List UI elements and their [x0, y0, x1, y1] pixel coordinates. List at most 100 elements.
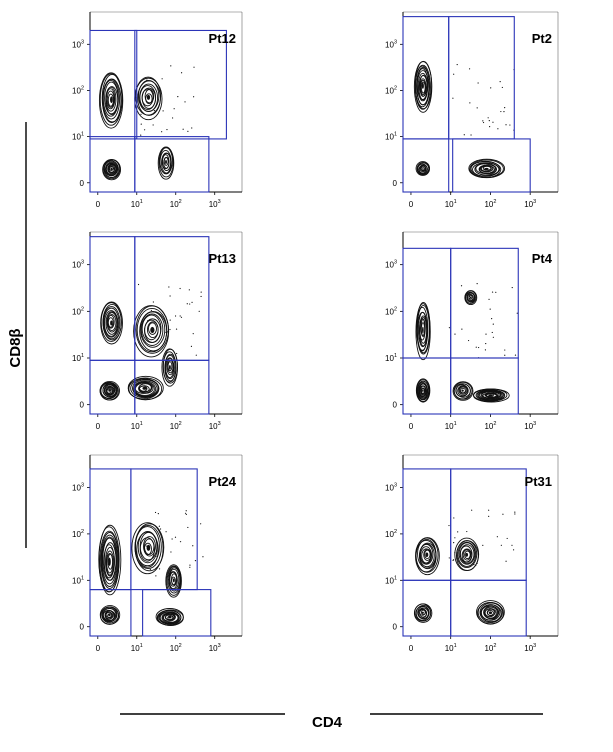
event-dot — [512, 549, 515, 551]
event-dot — [452, 97, 454, 99]
contour-core — [425, 552, 429, 558]
contour-ring — [100, 301, 123, 345]
event-dot — [191, 127, 193, 129]
event-dot — [454, 333, 456, 335]
event-dot — [171, 117, 174, 119]
event-dot — [150, 309, 153, 312]
panel-label: Pt4 — [532, 251, 553, 266]
event-dot — [169, 319, 171, 321]
contour-core — [168, 365, 171, 370]
contour-ring — [421, 387, 425, 394]
event-dot — [502, 513, 504, 515]
event-dot — [475, 346, 477, 348]
event-dot — [168, 286, 170, 288]
event-dot — [467, 339, 470, 342]
event-dot — [505, 124, 507, 126]
event-dot — [179, 315, 181, 317]
event-dot — [169, 328, 171, 331]
contour-ring — [136, 531, 159, 568]
event-dot — [165, 331, 167, 333]
event-dot — [186, 303, 188, 305]
event-dot — [477, 82, 479, 84]
event-dot — [505, 560, 507, 562]
contour-core — [172, 578, 175, 583]
event-dot — [146, 79, 148, 81]
event-dot — [140, 113, 142, 115]
y-tick-label: 101 — [72, 353, 84, 363]
contour-ring — [101, 536, 118, 585]
event-dot — [468, 295, 471, 298]
contour-core — [484, 167, 489, 171]
x-tick-label: 102 — [170, 199, 182, 209]
panel-label: Pt2 — [532, 31, 552, 46]
event-dot — [496, 536, 498, 538]
contour-ring — [105, 88, 116, 110]
panel-pt24: 0 0 101 101 102 102 103 103 Pt24 — [72, 454, 243, 653]
event-dot — [200, 295, 202, 298]
contour-ring — [100, 532, 119, 589]
event-dot — [170, 65, 172, 67]
event-dot — [161, 78, 163, 80]
contour-ring — [108, 166, 115, 173]
contour-ring — [423, 548, 432, 561]
x-tick-label: 101 — [445, 199, 457, 209]
contour-core — [168, 616, 172, 619]
panel-label: Pt12 — [209, 31, 236, 46]
event-dot — [187, 526, 189, 529]
event-dot — [145, 89, 147, 91]
panel-label: Pt31 — [525, 474, 552, 489]
event-dot — [484, 349, 487, 351]
y-tick-label: 103 — [385, 260, 397, 270]
contour-ring — [140, 313, 164, 346]
x-tick-label: 101 — [445, 421, 457, 431]
y-tick-label: 101 — [72, 575, 84, 585]
x-tick-label: 0 — [409, 644, 414, 653]
contour-ring — [139, 385, 148, 392]
contour-core — [421, 611, 424, 614]
x-tick-label: 102 — [484, 199, 496, 209]
y-tick-label: 102 — [385, 529, 397, 539]
contour-ring — [482, 165, 492, 171]
y-tick-label: 0 — [393, 401, 398, 410]
contour-ring — [462, 549, 472, 561]
event-dot — [457, 531, 459, 533]
event-dot — [482, 544, 484, 546]
y-tick-label: 0 — [393, 179, 398, 188]
x-tick-label: 102 — [170, 643, 182, 653]
event-dot — [448, 327, 451, 329]
x-tick-label: 102 — [484, 421, 496, 431]
y-axis-label: CD8β — [7, 328, 24, 367]
y-tick-label: 103 — [72, 260, 84, 270]
x-tick-label: 103 — [524, 199, 536, 209]
contour-ring — [458, 385, 468, 395]
contour-ring — [163, 157, 169, 166]
contour-ring — [165, 564, 182, 598]
event-dot — [468, 68, 471, 70]
contour-ring — [485, 393, 494, 397]
event-dot — [175, 328, 178, 330]
event-dot — [511, 286, 513, 289]
event-dot — [466, 530, 468, 533]
event-dot — [476, 283, 478, 285]
contour-ring — [98, 72, 124, 129]
event-dot — [504, 106, 506, 109]
event-dot — [485, 342, 487, 345]
event-dot — [190, 345, 193, 347]
contour-ring — [101, 534, 119, 587]
contour-ring — [144, 89, 155, 104]
gate-upper-left — [89, 468, 132, 591]
event-dot — [188, 289, 190, 291]
gate-upper-right — [450, 468, 527, 581]
contour-ring — [107, 613, 113, 619]
event-dot — [172, 565, 174, 567]
contour-ring — [106, 388, 112, 394]
x-axis-label: CD4 — [312, 714, 343, 731]
contour-ring — [458, 542, 476, 565]
x-tick-label: 102 — [484, 643, 496, 653]
contour-ring — [452, 381, 474, 401]
contour-ring — [416, 162, 430, 176]
contour-core — [110, 320, 113, 326]
event-dot — [171, 538, 173, 540]
contour-core — [421, 82, 424, 89]
